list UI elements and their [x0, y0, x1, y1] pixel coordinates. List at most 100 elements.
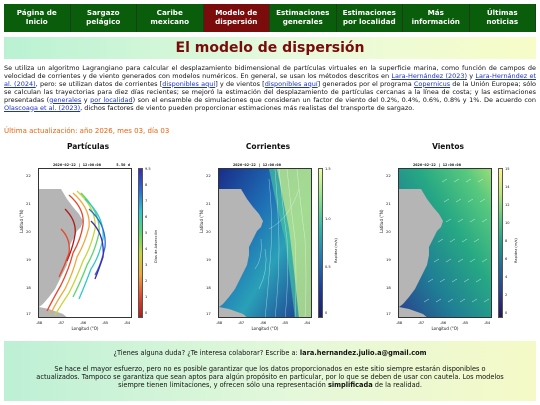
colorbar-label: Rapidez (m/s) [334, 238, 338, 263]
map-figure-corrientes[interactable]: 2026-02-22 | 12:00:00 [198, 153, 338, 333]
y-axis-label: Latitud (°N) [199, 209, 204, 233]
y-tick: 19 [386, 257, 391, 262]
x-tick: -86 [260, 320, 267, 325]
y-tick: 17 [206, 311, 211, 316]
y-tick: 22 [26, 173, 31, 178]
y-tick: 20 [386, 229, 391, 234]
text: , pero: se utilizan datos de corrientes … [35, 79, 163, 88]
winds-map [399, 169, 491, 317]
colorbar-tick: 4 [145, 247, 148, 251]
colorbar-tick: 0 [325, 311, 328, 315]
text: ¿Tienes alguna duda? ¿Te interesa colabo… [113, 349, 300, 357]
panel-label: Corrientes [245, 142, 291, 151]
link-copernicus[interactable]: Copernicus [413, 79, 451, 88]
colorbar-tick: 0.5 [325, 265, 331, 269]
nav-home[interactable]: Página de Inicio [4, 4, 71, 32]
link-vientos-data[interactable]: disponibles aquí [264, 79, 318, 88]
text: y [467, 71, 476, 80]
link-generales[interactable]: generales [49, 95, 82, 104]
text: ) son el ensamble de simulaciones que co… [132, 95, 536, 104]
y-tick: 22 [386, 173, 391, 178]
colorbar [318, 168, 323, 318]
nav-modelo[interactable]: Modelo de dispersión [203, 4, 270, 32]
colorbar-tick: 2 [505, 293, 508, 297]
colorbar-tick: 7 [145, 199, 148, 203]
y-tick: 17 [386, 311, 391, 316]
link-por-localidad[interactable]: por localidad [90, 95, 133, 104]
nav-sargazo[interactable]: Sargazo pelágico [70, 4, 137, 32]
x-tick: -85 [282, 320, 289, 325]
panel-label: Vientos [432, 142, 464, 151]
nav-estimaciones-generales[interactable]: Estimaciones generales [270, 4, 337, 32]
colorbar-tick: 5 [145, 231, 148, 235]
particles-map [39, 169, 131, 317]
colorbar-tick: 8 [505, 239, 508, 243]
main-nav: Página de Inicio Sargazo pelágico Caribe… [4, 4, 536, 32]
colorbar-tick: 8 [145, 183, 148, 187]
y-axis-label: Latitud (°N) [379, 209, 384, 233]
map-plot [218, 168, 312, 318]
colorbar-tick: 10 [505, 221, 510, 225]
nav-ultimas-noticias[interactable]: Últimas noticias [469, 4, 536, 32]
x-axis-label: Longitud (°O) [251, 326, 279, 331]
figure-date: 2026-02-22 | 12:00:00 [412, 162, 461, 167]
text: Se hace el mayor esfuerzo, pero no es po… [36, 365, 504, 390]
page-title: El modelo de dispersión [175, 40, 365, 56]
figure-duration: 5.50 d [116, 162, 130, 167]
x-axis-label: Longitud (°O) [431, 326, 459, 331]
link-corrientes-data[interactable]: disponibles aquí [162, 79, 216, 88]
figure-date: 2026-02-22 | 12:00:00 [52, 162, 101, 167]
colorbar-tick: 9.5 [145, 167, 151, 171]
colorbar-tick: 15 [505, 167, 510, 171]
colorbar-tick: 1 [145, 295, 148, 299]
x-tick: -84 [304, 320, 311, 325]
x-tick: -85 [462, 320, 469, 325]
y-tick: 18 [386, 285, 391, 290]
currents-map [219, 169, 311, 317]
colorbar-tick: 1.0 [325, 217, 331, 221]
colorbar-label: Días de Advección [154, 229, 158, 263]
text: de la realidad. [372, 381, 422, 390]
colorbar-tick: 2 [145, 279, 148, 283]
text: y [81, 95, 91, 104]
figure-date: 2026-02-22 | 12:00:00 [232, 162, 281, 167]
map-figure-vientos[interactable]: 2026-02-22 | 12:00:00 [378, 153, 518, 333]
colorbar-tick: 0 [505, 311, 508, 315]
link-olascoaga[interactable]: Olascoaga et al. (2023) [4, 103, 81, 112]
colorbar-tick: 4 [505, 275, 508, 279]
panel-vientos: Vientos 2026-02-22 | 12:00:00 [378, 142, 518, 333]
nav-estimaciones-localidad[interactable]: Estimaciones por localidad [336, 4, 403, 32]
y-tick: 20 [26, 229, 31, 234]
x-tick: -87 [418, 320, 425, 325]
map-plot [38, 168, 132, 318]
panel-particulas: Partículas 2026-02-22 | 12:00:00 5.50 d [18, 142, 158, 333]
x-tick: -86 [440, 320, 447, 325]
nav-mas-informacion[interactable]: Más información [403, 4, 470, 32]
y-tick: 19 [26, 257, 31, 262]
nav-caribe[interactable]: Caribe mexicano [137, 4, 204, 32]
y-tick: 21 [206, 201, 211, 206]
y-tick: 20 [206, 229, 211, 234]
description-paragraph: Se utiliza un algoritmo Lagrangiano para… [4, 64, 536, 112]
link-lara-2023[interactable]: Lara-Hernández (2023) [391, 71, 468, 80]
colorbar-tick: 12 [505, 203, 510, 207]
y-tick: 18 [26, 285, 31, 290]
colorbar-tick: 1.5 [325, 167, 331, 171]
contact-email[interactable]: lara.hernandez.julio.a@gmail.com [299, 349, 427, 357]
x-tick: -85 [102, 320, 109, 325]
x-tick: -84 [124, 320, 131, 325]
y-tick: 18 [206, 285, 211, 290]
x-tick: -87 [238, 320, 245, 325]
link-lara-2024[interactable]: Lara-Hernández et al. (2024) [4, 71, 536, 88]
colorbar-label: Rapidez (m/s) [514, 238, 518, 263]
disclaimer: Se hace el mayor esfuerzo, pero no es po… [34, 365, 506, 390]
x-tick: -88 [36, 320, 43, 325]
contact-question: ¿Tienes alguna duda? ¿Te interesa colabo… [4, 349, 536, 357]
text: ] generados por el programa [317, 79, 414, 88]
y-tick: 21 [26, 201, 31, 206]
contact-footer: ¿Tienes alguna duda? ¿Te interesa colabo… [4, 341, 536, 401]
map-figure-particulas[interactable]: 2026-02-22 | 12:00:00 5.50 d [18, 153, 158, 333]
text: , dichos factores de viento pueden propo… [80, 103, 415, 112]
colorbar-tick: 0 [145, 311, 148, 315]
colorbar-tick: 3 [145, 263, 148, 267]
